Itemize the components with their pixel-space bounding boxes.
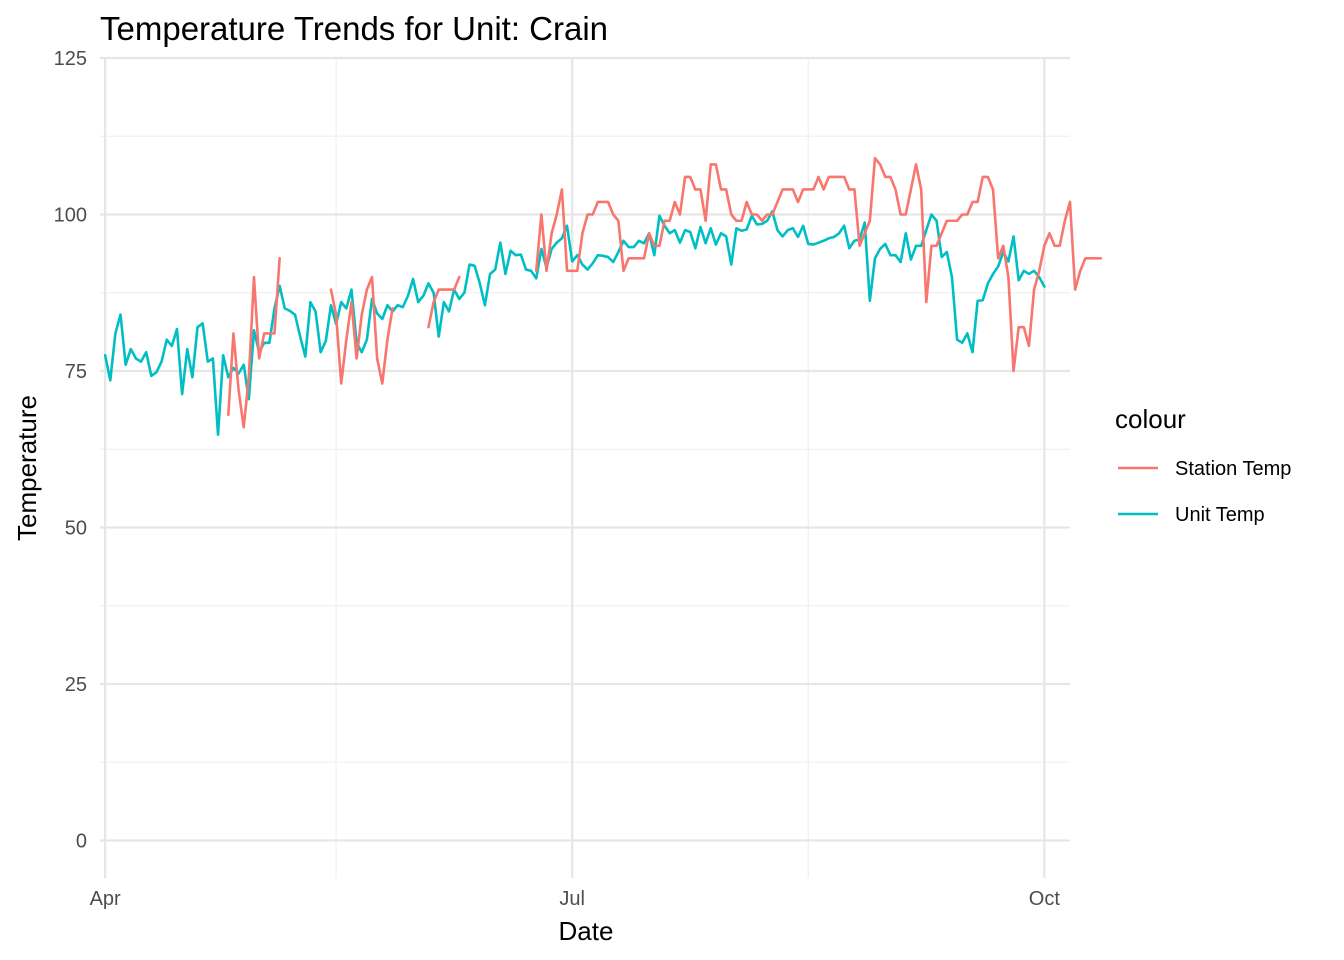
series-line-station-temp bbox=[534, 156, 1103, 373]
grid bbox=[100, 56, 1070, 878]
y-tick-label: 50 bbox=[65, 517, 87, 539]
legend-label-station-temp: Station Temp bbox=[1175, 458, 1291, 480]
legend: colour Station Temp Unit Temp bbox=[1115, 404, 1291, 526]
series-line-station-temp bbox=[427, 275, 461, 329]
series-line-station-temp bbox=[329, 275, 394, 385]
y-tick-label: 0 bbox=[76, 830, 87, 852]
legend-label-unit-temp: Unit Temp bbox=[1175, 504, 1265, 526]
chart-title: Temperature Trends for Unit: Crain bbox=[100, 10, 608, 47]
legend-title: colour bbox=[1115, 404, 1186, 434]
y-tick-label: 25 bbox=[65, 674, 87, 696]
y-tick-label: 75 bbox=[65, 361, 87, 383]
y-axis-title: Temperature bbox=[12, 395, 42, 541]
x-axis-title: Date bbox=[559, 916, 614, 946]
x-tick-label: Jul bbox=[559, 888, 585, 910]
axis-labels: 0 25 50 75 100 125 Apr Jul Oct bbox=[54, 48, 1061, 910]
x-tick-label: Oct bbox=[1029, 888, 1061, 910]
series-lines bbox=[103, 156, 1103, 437]
y-tick-label: 125 bbox=[54, 48, 87, 70]
series-line-station-temp bbox=[227, 257, 281, 429]
y-tick-label: 100 bbox=[54, 204, 87, 226]
x-tick-label: Apr bbox=[90, 888, 121, 910]
